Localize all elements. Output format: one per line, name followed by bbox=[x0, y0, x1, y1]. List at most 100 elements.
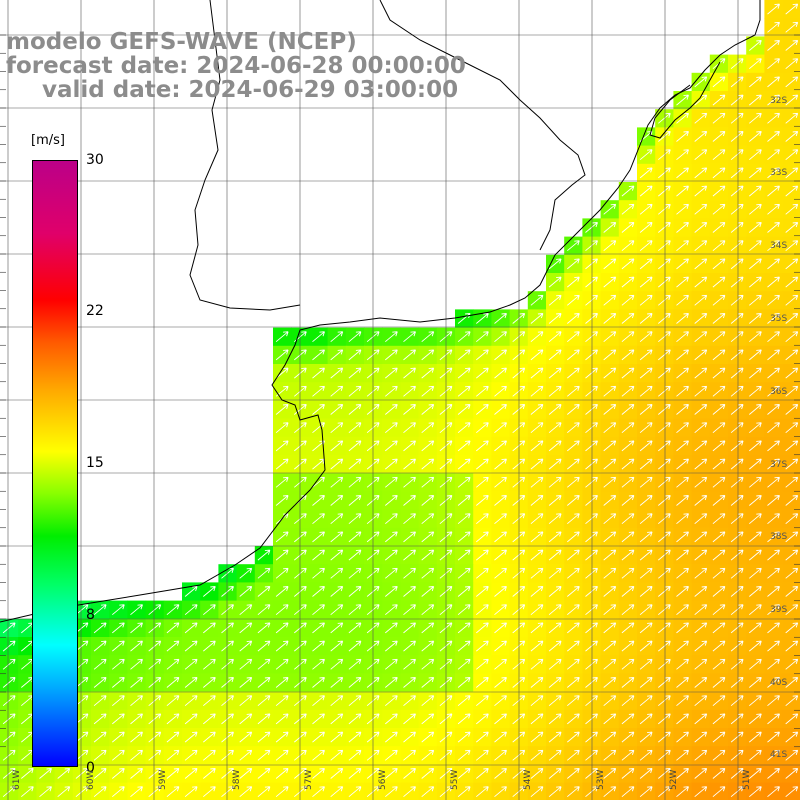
wind-vector-arrow bbox=[749, 549, 762, 561]
wind-vector-arrow bbox=[530, 349, 544, 361]
wind-vector-arrow bbox=[676, 222, 689, 233]
wind-vector-arrow bbox=[603, 440, 617, 452]
wind-vector-arrow bbox=[603, 513, 617, 525]
wind-vector-arrow bbox=[621, 185, 635, 197]
wind-vector-arrow bbox=[348, 640, 362, 652]
wind-vector-arrow bbox=[275, 331, 289, 343]
wind-vector-arrow bbox=[712, 331, 726, 343]
wind-vector-arrow bbox=[676, 622, 689, 634]
wind-vector-arrow bbox=[275, 586, 289, 597]
wind-vectors bbox=[2, 3, 799, 798]
wind-vector-arrow bbox=[712, 131, 726, 142]
wind-vector-arrow bbox=[166, 713, 180, 725]
wind-vector-arrow bbox=[767, 549, 780, 561]
wind-vector-arrow bbox=[621, 658, 635, 670]
wind-vector-arrow bbox=[548, 677, 562, 688]
wind-vector-arrow bbox=[658, 749, 671, 761]
wind-vector-arrow bbox=[676, 367, 689, 379]
wind-vector-arrow bbox=[712, 385, 726, 397]
wind-vector-arrow bbox=[130, 768, 143, 779]
wind-vector-arrow bbox=[348, 622, 362, 634]
wind-vector-arrow bbox=[257, 586, 271, 597]
wind-vector-arrow bbox=[785, 731, 799, 743]
wind-vector-arrow bbox=[457, 367, 471, 379]
wind-vector-arrow bbox=[184, 604, 198, 616]
wind-vector-arrow bbox=[658, 786, 671, 798]
wind-vector-arrow bbox=[749, 94, 762, 106]
wind-vector-arrow bbox=[694, 640, 708, 652]
wind-vector-arrow bbox=[330, 385, 344, 397]
wind-vector-arrow bbox=[712, 203, 726, 215]
wind-vector-arrow bbox=[2, 731, 16, 743]
wind-vector-arrow bbox=[694, 385, 708, 397]
wind-vector-arrow bbox=[603, 458, 617, 470]
wind-vector-arrow bbox=[767, 586, 780, 597]
wind-vector-arrow bbox=[749, 404, 762, 415]
wind-vector-arrow bbox=[476, 422, 489, 434]
wind-vector-arrow bbox=[330, 349, 344, 361]
wind-vector-arrow bbox=[694, 313, 708, 324]
wind-vector-arrow bbox=[476, 495, 489, 506]
wind-vector-arrow bbox=[694, 131, 708, 142]
wind-vector-arrow bbox=[658, 713, 671, 725]
wind-vector-arrow bbox=[694, 240, 708, 252]
wind-vector-arrow bbox=[21, 768, 34, 779]
wind-vector-arrow bbox=[730, 94, 744, 106]
wind-vector-arrow bbox=[767, 677, 780, 688]
wind-vector-arrow bbox=[530, 713, 544, 725]
wind-vector-arrow bbox=[330, 458, 344, 470]
wind-vector-arrow bbox=[476, 349, 489, 361]
wind-vector-arrow bbox=[767, 94, 780, 106]
wind-vector-arrow bbox=[130, 713, 143, 725]
wind-vector-arrow bbox=[676, 586, 689, 597]
wind-vector-arrow bbox=[676, 731, 689, 743]
lon-label: 61W bbox=[12, 769, 22, 790]
wind-vector-arrow bbox=[548, 604, 562, 616]
wind-vector-arrow bbox=[476, 768, 489, 779]
wind-vector-arrow bbox=[621, 586, 635, 597]
wind-vector-arrow bbox=[749, 258, 762, 270]
wind-vector-arrow bbox=[348, 768, 362, 779]
wind-vector-arrow bbox=[730, 349, 744, 361]
wind-vector-arrow bbox=[548, 258, 562, 270]
wind-vector-arrow bbox=[658, 112, 671, 124]
wind-vector-arrow bbox=[203, 695, 216, 707]
wind-vector-arrow bbox=[730, 294, 744, 306]
wind-vector-arrow bbox=[330, 440, 344, 452]
wind-vector-arrow bbox=[148, 786, 162, 798]
wind-vector-arrow bbox=[730, 513, 744, 525]
wind-vector-arrow bbox=[130, 604, 143, 616]
wind-vector-arrow bbox=[494, 567, 507, 579]
wind-vector-arrow bbox=[567, 531, 580, 543]
colorbar bbox=[32, 160, 78, 767]
wind-vector-arrow bbox=[694, 422, 708, 434]
wind-vector-arrow bbox=[257, 567, 271, 579]
wind-vector-arrow bbox=[457, 422, 471, 434]
wind-vector-arrow bbox=[767, 786, 780, 798]
wind-vector-arrow bbox=[658, 586, 671, 597]
wind-vector-arrow bbox=[239, 786, 253, 798]
wind-vector-arrow bbox=[239, 622, 253, 634]
wind-vector-arrow bbox=[603, 240, 617, 252]
wind-vector-arrow bbox=[785, 495, 799, 506]
wind-vector-arrow bbox=[494, 731, 507, 743]
wind-vector-arrow bbox=[476, 476, 489, 488]
wind-vector-arrow bbox=[403, 768, 416, 779]
wind-vector-arrow bbox=[494, 513, 507, 525]
wind-vector-arrow bbox=[749, 567, 762, 579]
wind-vector-arrow bbox=[530, 531, 544, 543]
wind-vector-arrow bbox=[548, 768, 562, 779]
wind-vector-arrow bbox=[749, 349, 762, 361]
wind-vector-arrow bbox=[530, 422, 544, 434]
wind-vector-arrow bbox=[585, 294, 598, 306]
wind-vector-arrow bbox=[585, 495, 598, 506]
wind-vector-arrow bbox=[385, 586, 398, 597]
wind-vector-arrow bbox=[567, 604, 580, 616]
wind-vector-arrow bbox=[330, 567, 344, 579]
lat-label: 32S bbox=[770, 96, 788, 106]
wind-vector-arrow bbox=[621, 677, 635, 688]
wind-vector-arrow bbox=[567, 404, 580, 415]
wind-vector-arrow bbox=[457, 476, 471, 488]
wind-vector-arrow bbox=[785, 586, 799, 597]
wind-vector-arrow bbox=[749, 276, 762, 288]
